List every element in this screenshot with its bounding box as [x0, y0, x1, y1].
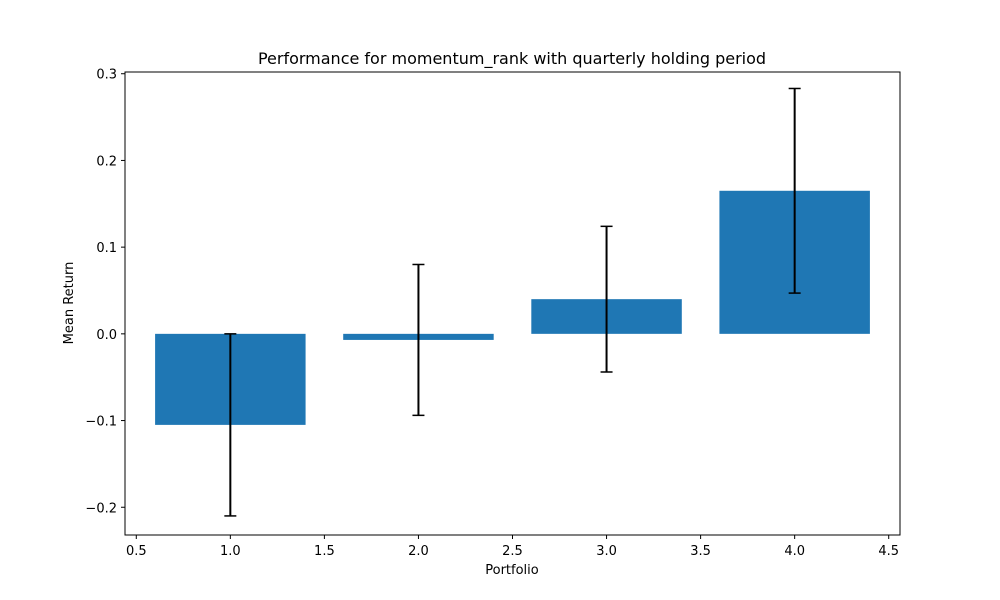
y-tick-label: 0.3: [96, 68, 117, 83]
y-tick-label: 0.0: [96, 328, 117, 343]
x-tick-label: 1.5: [314, 544, 335, 559]
x-tick-label: 4.5: [878, 544, 899, 559]
chart-title: Performance for momentum_rank with quart…: [258, 49, 766, 69]
x-axis-label: Portfolio: [485, 563, 539, 578]
y-tick-label: 0.2: [96, 154, 117, 169]
error-bar-2: [412, 263, 425, 417]
error-bars-layer: [224, 87, 801, 517]
y-axis-label: Mean Return: [62, 262, 77, 345]
x-tick-label: 0.5: [126, 544, 147, 559]
plot-frame: [124, 71, 901, 536]
x-axis-ticks: 0.5 1.0 1.5 2.0 2.5 3.0 3.5 4.0 4.5: [126, 535, 899, 559]
x-tick-label: 4.0: [784, 544, 805, 559]
x-tick-label: 3.5: [690, 544, 711, 559]
error-bar-3: [600, 225, 613, 373]
x-tick-label: 1.0: [220, 544, 241, 559]
x-tick-label: 2.5: [502, 544, 523, 559]
bars-layer: [155, 190, 870, 425]
y-tick-label: −0.2: [85, 501, 117, 516]
x-tick-label: 3.0: [596, 544, 617, 559]
x-tick-label: 2.0: [408, 544, 429, 559]
y-tick-label: 0.1: [96, 241, 117, 256]
error-bar-1: [224, 333, 237, 517]
y-tick-label: −0.1: [85, 415, 117, 430]
y-axis-ticks: −0.2 −0.1 0.0 0.1 0.2 0.3: [85, 68, 125, 516]
error-bar-4: [788, 87, 801, 294]
